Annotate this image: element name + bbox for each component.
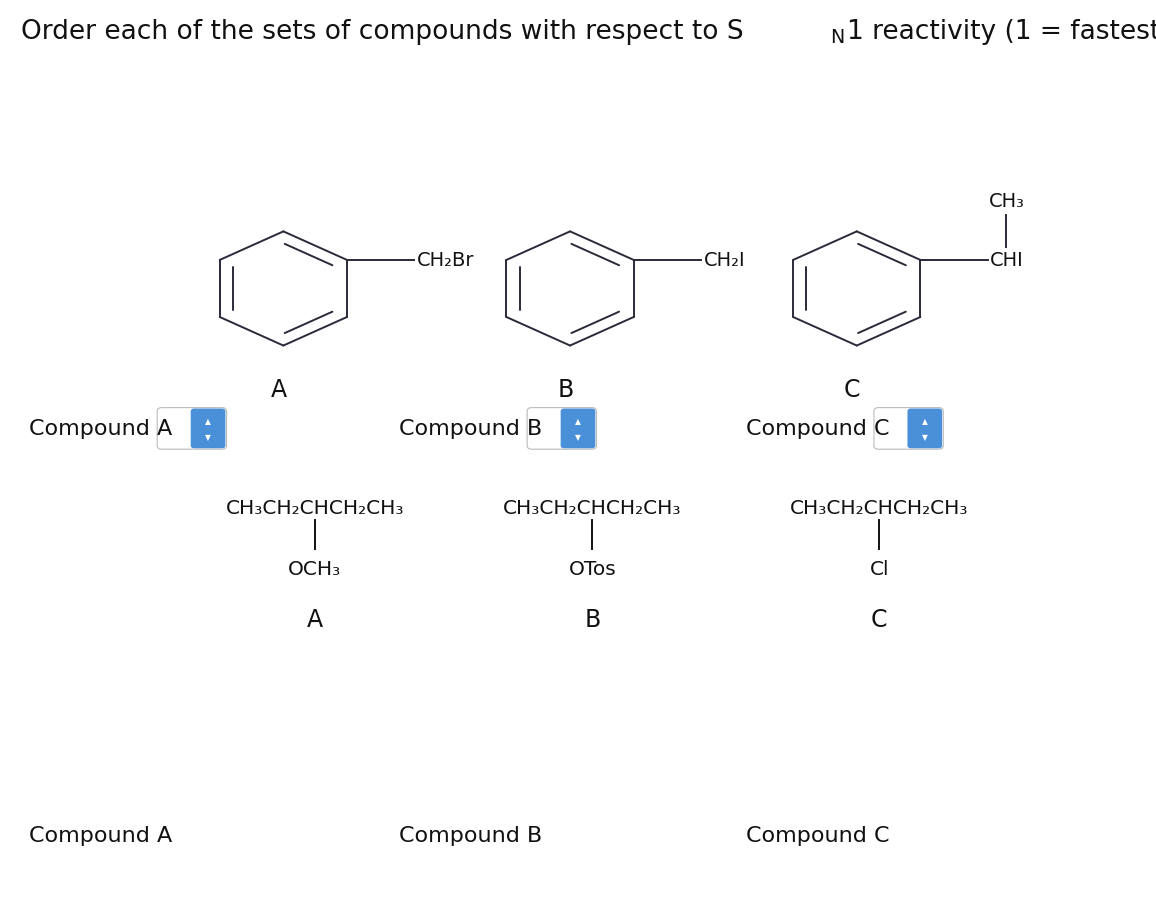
Text: ▼: ▼: [575, 839, 581, 848]
Text: ▲: ▲: [205, 823, 212, 832]
Text: ▲: ▲: [921, 416, 928, 425]
Text: A: A: [306, 608, 323, 631]
Text: CHI: CHI: [991, 251, 1024, 270]
Text: CH₃CH₂CHCH₂CH₃: CH₃CH₂CHCH₂CH₃: [225, 498, 403, 517]
FancyBboxPatch shape: [157, 408, 227, 450]
FancyBboxPatch shape: [191, 409, 225, 449]
Text: CH₃CH₂CHCH₂CH₃: CH₃CH₂CHCH₂CH₃: [503, 498, 682, 517]
Text: Compound A: Compound A: [29, 419, 172, 439]
Text: B: B: [557, 378, 573, 402]
Text: ▼: ▼: [575, 433, 581, 442]
FancyBboxPatch shape: [561, 815, 595, 855]
Text: ▲: ▲: [921, 823, 928, 832]
Text: ▼: ▼: [921, 433, 928, 442]
Text: N: N: [830, 28, 844, 48]
Text: Compound A: Compound A: [29, 825, 172, 845]
Text: C: C: [870, 608, 888, 631]
Text: A: A: [271, 378, 287, 402]
FancyBboxPatch shape: [527, 408, 596, 450]
Text: ▼: ▼: [921, 839, 928, 848]
FancyBboxPatch shape: [907, 815, 942, 855]
Text: ▲: ▲: [205, 416, 212, 425]
Text: Compound C: Compound C: [746, 419, 889, 439]
Text: Compound B: Compound B: [399, 825, 542, 845]
Text: OCH₃: OCH₃: [288, 559, 341, 578]
FancyBboxPatch shape: [561, 409, 595, 449]
Text: B: B: [584, 608, 601, 631]
FancyBboxPatch shape: [907, 409, 942, 449]
Text: CH₃: CH₃: [988, 192, 1024, 211]
Text: Cl: Cl: [869, 559, 889, 578]
Text: Order each of the sets of compounds with respect to S: Order each of the sets of compounds with…: [21, 19, 743, 44]
Text: C: C: [844, 378, 860, 402]
FancyBboxPatch shape: [527, 815, 596, 856]
Text: CH₃CH₂CHCH₂CH₃: CH₃CH₂CHCH₂CH₃: [790, 498, 969, 517]
Text: CH₂Br: CH₂Br: [417, 251, 474, 270]
FancyBboxPatch shape: [874, 408, 943, 450]
FancyBboxPatch shape: [874, 815, 943, 856]
FancyBboxPatch shape: [191, 815, 225, 855]
Text: ▼: ▼: [205, 839, 212, 848]
Text: ▲: ▲: [575, 823, 581, 832]
Text: ▲: ▲: [575, 416, 581, 425]
Text: CH₂I: CH₂I: [704, 251, 746, 270]
Text: Compound C: Compound C: [746, 825, 889, 845]
Text: 1 reactivity (1 = fastest).: 1 reactivity (1 = fastest).: [847, 19, 1156, 44]
Text: Compound B: Compound B: [399, 419, 542, 439]
FancyBboxPatch shape: [157, 815, 227, 856]
Text: OTos: OTos: [569, 559, 616, 578]
Text: ▼: ▼: [205, 433, 212, 442]
